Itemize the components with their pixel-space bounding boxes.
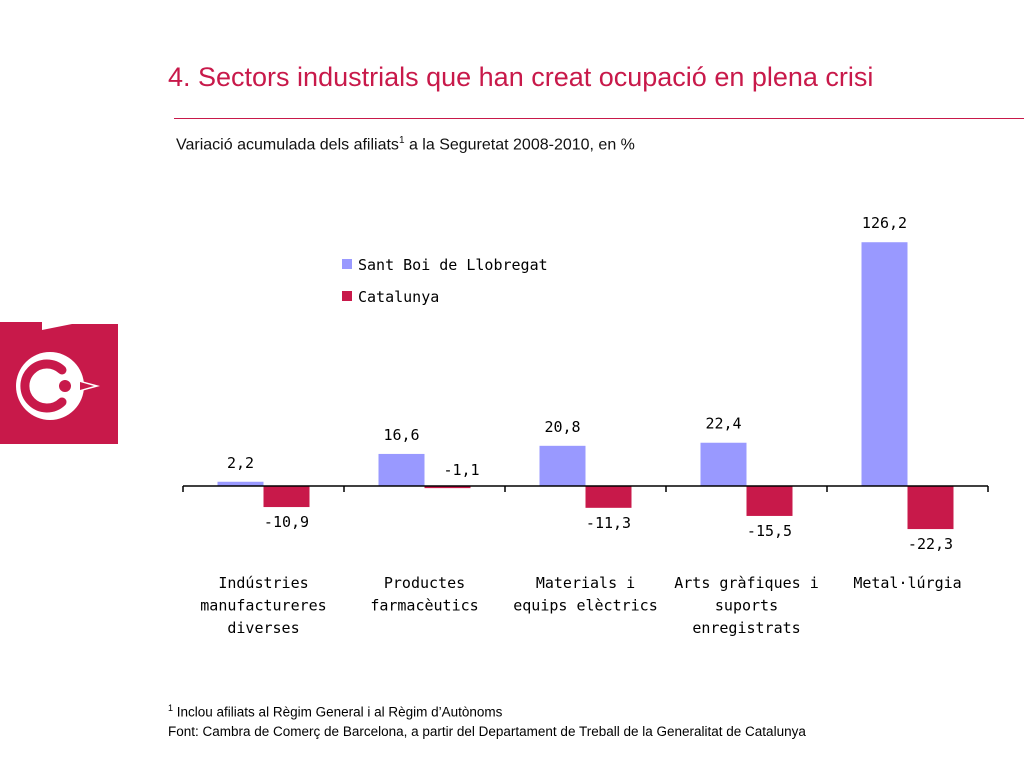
category-label-3-0: Arts gràfiques i [674,574,819,592]
subtitle-footnote-ref: 1 [398,135,405,146]
category-label-3-2: enregistrats [692,619,800,637]
bar-sant-boi-2 [539,445,586,486]
footnote-marker: 1 [168,703,174,713]
legend-label-sant-boi: Sant Boi de Llobregat [358,256,548,274]
category-label-1-1: farmacèutics [370,597,478,615]
category-label-0-0: Indústries [218,574,308,592]
legend-swatch-catalunya [342,291,352,301]
subtitle-text-end: a la Seguretat 2008-2010, en % [404,136,635,154]
bar-catalunya-3 [746,486,793,516]
bar-catalunya-4 [907,486,954,530]
chart-legend: Sant Boi de Llobregat Catalunya [342,256,548,306]
title-divider [174,118,1024,119]
plot-area: 2,2 -10,9 Indústries manufactureres diverses… [182,214,989,637]
footnotes: 1 Inclou afiliats al Règim General i al … [168,699,806,741]
data-label-sant-boi-0: 2,2 [227,454,254,472]
bar-sant-boi-3 [700,442,747,486]
bar-sant-boi-4 [861,242,908,486]
footnote-text: Inclou afiliats al Règim General i al Rè… [173,704,503,720]
bar-sant-boi-0 [217,481,264,486]
bar-catalunya-1 [424,486,471,489]
bar-catalunya-0 [263,486,310,508]
data-label-sant-boi-1: 16,6 [383,426,419,444]
subtitle-text: Variació acumulada dels afiliats [176,136,399,154]
category-label-2-0: Materials i [536,574,635,592]
data-label-catalunya-4: -22,3 [908,535,953,553]
source-note: Font: Cambra de Comerç de Barcelona, a p… [168,723,806,739]
category-label-0-1: manufactureres [200,597,326,615]
data-label-catalunya-1: -1,1 [443,461,479,479]
cambra-comerc-logo-icon [0,322,118,444]
data-label-sant-boi-4: 126,2 [862,214,907,232]
data-label-sant-boi-2: 20,8 [544,418,580,436]
data-label-catalunya-0: -10,9 [264,513,309,531]
bar-sant-boi-1 [378,453,425,486]
category-label-4-0: Metal·lúrgia [853,574,961,592]
category-label-1-0: Productes [384,574,465,592]
page-title: 4. Sectors industrials que han creat ocu… [168,62,874,92]
data-label-sant-boi-3: 22,4 [705,415,741,433]
data-label-catalunya-3: -15,5 [747,522,792,540]
chart-subtitle: Variació acumulada dels afiliats1 a la S… [176,135,635,154]
data-label-catalunya-2: -11,3 [586,514,631,532]
category-label-3-1: suports [715,597,778,615]
legend-label-catalunya: Catalunya [358,288,439,306]
category-label-0-2: diverses [227,619,299,637]
footnote-1: 1 Inclou afiliats al Règim General i al … [168,699,806,722]
legend-swatch-sant-boi [342,259,352,269]
category-label-2-1: equips elèctrics [513,597,658,615]
bar-catalunya-2 [585,486,632,508]
